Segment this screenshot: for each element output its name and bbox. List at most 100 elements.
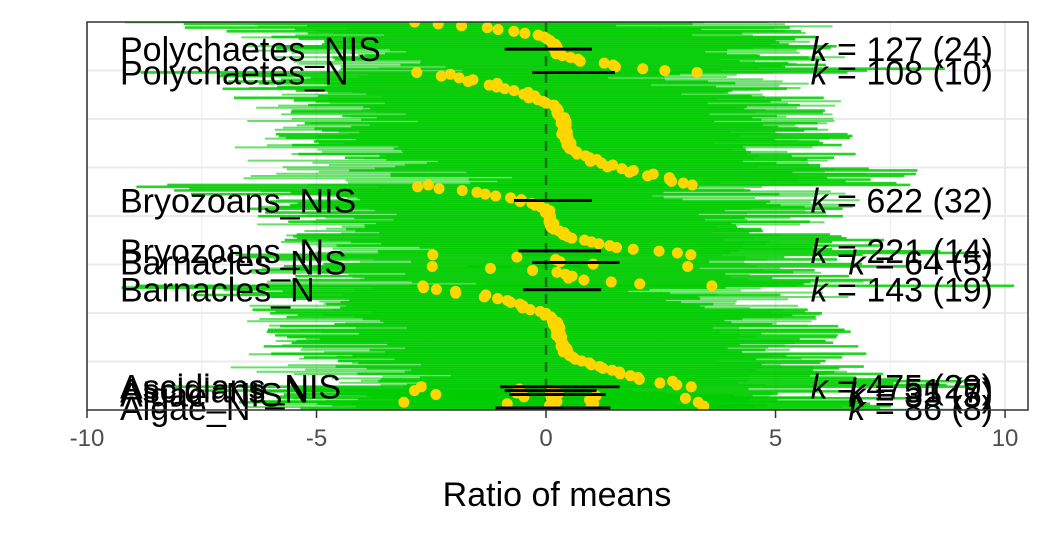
study-point	[578, 274, 590, 286]
study-point	[508, 85, 520, 97]
group-label: Ascidians_N	[120, 373, 309, 411]
study-point	[671, 247, 683, 259]
study-point	[511, 251, 523, 263]
study-point	[518, 391, 530, 403]
study-point	[408, 385, 420, 397]
study-point	[481, 22, 493, 34]
study-point	[637, 63, 649, 75]
study-point	[432, 22, 444, 30]
study-point	[584, 155, 596, 167]
study-point	[519, 27, 531, 39]
x-tick-label: -10	[70, 425, 105, 452]
study-point	[587, 258, 599, 270]
study-point	[501, 398, 513, 410]
study-point	[433, 183, 445, 195]
group-k-label: k = 64 (5)	[848, 245, 993, 283]
group-label: Ascidians_NIS	[120, 369, 341, 407]
study-point	[450, 287, 462, 299]
study-point	[492, 23, 504, 35]
study-point	[597, 362, 609, 374]
study-point	[642, 170, 654, 182]
study-point	[398, 396, 410, 408]
study-point	[551, 266, 563, 278]
study-point	[691, 66, 703, 78]
group-k-label: k = 622 (32)	[811, 182, 993, 220]
study-point	[677, 177, 689, 189]
study-point	[593, 238, 605, 250]
study-point	[412, 181, 424, 193]
study-point	[490, 190, 502, 202]
group-label: Polychaetes_NIS	[120, 31, 381, 69]
group-label: Algae_NIS	[120, 376, 283, 414]
study-point	[505, 192, 517, 204]
study-point	[456, 184, 468, 196]
study-point	[627, 243, 639, 255]
group-k-label: k = 35 (5)	[848, 376, 993, 414]
study-point	[562, 272, 574, 284]
study-point	[671, 379, 683, 391]
group-k-label: k = 86 (8)	[848, 390, 993, 428]
study-point	[611, 241, 623, 253]
study-point	[566, 232, 578, 244]
study-point	[499, 83, 511, 95]
study-point	[484, 262, 496, 274]
group-label: Polychaetes_N	[120, 54, 349, 92]
study-point	[601, 161, 613, 173]
study-point	[609, 61, 621, 73]
study-point	[685, 381, 697, 393]
study-point	[697, 404, 709, 410]
group-k-label: k = 108 (10)	[811, 54, 993, 92]
study-point	[574, 55, 586, 67]
x-axis: -10 -5 0 5 10	[70, 410, 1019, 452]
study-point	[471, 186, 483, 198]
group-k-label: k = 51 (7)	[848, 373, 993, 411]
x-tick-label: 10	[992, 425, 1019, 452]
study-point	[411, 66, 423, 78]
study-point	[679, 392, 691, 404]
study-point	[444, 68, 456, 80]
group-label: Barnacles_NIS	[120, 245, 347, 283]
study-point	[505, 296, 517, 308]
data-layer	[121, 22, 1015, 410]
x-axis-title: Ratio of means	[443, 476, 672, 514]
study-point	[508, 25, 520, 37]
label-layer: Polychaetes_NIS k = 127 (24) Polychaetes_N…	[120, 31, 993, 428]
study-point	[409, 22, 421, 28]
group-k-label: k = 475 (29)	[811, 369, 993, 407]
study-point	[418, 282, 430, 294]
study-point	[478, 291, 490, 303]
study-point	[462, 76, 474, 88]
study-point	[524, 304, 536, 316]
study-point	[422, 179, 434, 191]
study-point	[585, 359, 597, 371]
study-point	[614, 368, 626, 380]
x-tick-label: -5	[306, 425, 327, 452]
group-label: Barnacles_N	[120, 272, 315, 310]
study-point	[435, 70, 447, 82]
study-point	[653, 245, 665, 257]
study-point	[633, 373, 645, 385]
study-point	[686, 179, 698, 191]
group-k-label: k = 127 (24)	[811, 31, 993, 69]
study-point	[527, 264, 539, 276]
study-point	[523, 92, 535, 104]
x-tick-label: 0	[539, 425, 552, 452]
study-point	[666, 175, 678, 187]
x-tick-label: 5	[769, 425, 782, 452]
study-point	[453, 72, 465, 84]
study-point	[556, 50, 568, 62]
group-k-label: k = 143 (19)	[811, 272, 993, 310]
group-label: Algae_N	[120, 390, 250, 428]
study-point	[427, 249, 439, 261]
group-label: Bryozoans_NIS	[120, 182, 356, 220]
study-point	[456, 22, 468, 32]
study-point	[634, 278, 646, 290]
study-point	[654, 377, 666, 389]
study-point	[659, 65, 671, 77]
study-point	[479, 188, 491, 200]
study-point	[623, 166, 635, 178]
study-point	[492, 293, 504, 305]
study-point	[706, 280, 718, 292]
group-k-label: k = 221 (14)	[811, 233, 993, 271]
